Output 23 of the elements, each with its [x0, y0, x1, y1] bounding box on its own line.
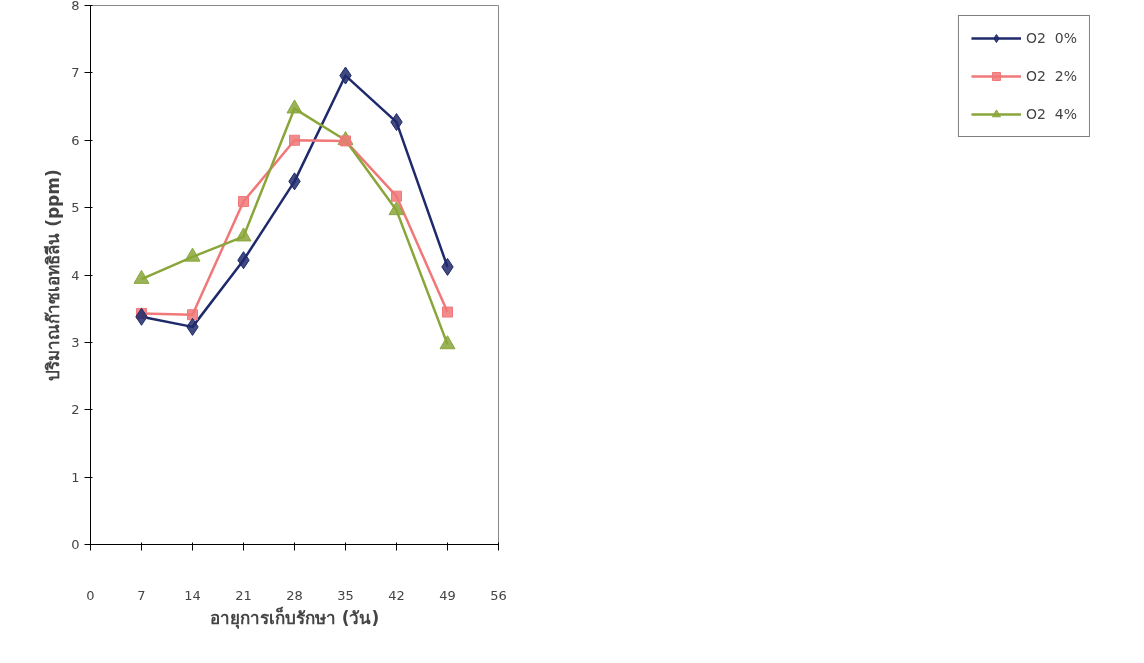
- x-axis-title: อายุการเก็บรักษา (วัน): [209, 605, 380, 629]
- x-tick-label: 49: [439, 587, 456, 603]
- x-tick-label: 56: [490, 587, 507, 603]
- y-tick-label: 1: [71, 469, 80, 485]
- y-axis-title: ปริมาณก๊าซเอทธิลีน (ppm): [43, 169, 64, 381]
- y-tick-label: 7: [71, 65, 80, 81]
- y-tick-label: 0: [71, 537, 80, 552]
- x-tick-label: 14: [184, 587, 201, 603]
- legend-label: O2 2%: [1025, 68, 1077, 84]
- y-tick-label: 6: [71, 132, 80, 148]
- legend-label: O2 0%: [1025, 30, 1077, 46]
- x-tick-label: 7: [137, 587, 146, 603]
- x-tick-label: 35: [337, 587, 354, 603]
- y-tick-label: 5: [71, 200, 80, 216]
- x-tick-label: 21: [235, 587, 252, 603]
- y-tick-label: 2: [71, 402, 80, 418]
- legend-label: O2 4%: [1025, 106, 1077, 122]
- x-tick-label: 28: [286, 587, 303, 603]
- y-tick-label: 3: [71, 334, 80, 350]
- y-tick-label: 8: [71, 0, 80, 13]
- y-tick-label: 4: [71, 267, 80, 283]
- x-tick-label: 0: [86, 587, 95, 603]
- x-tick-label: 42: [388, 587, 405, 603]
